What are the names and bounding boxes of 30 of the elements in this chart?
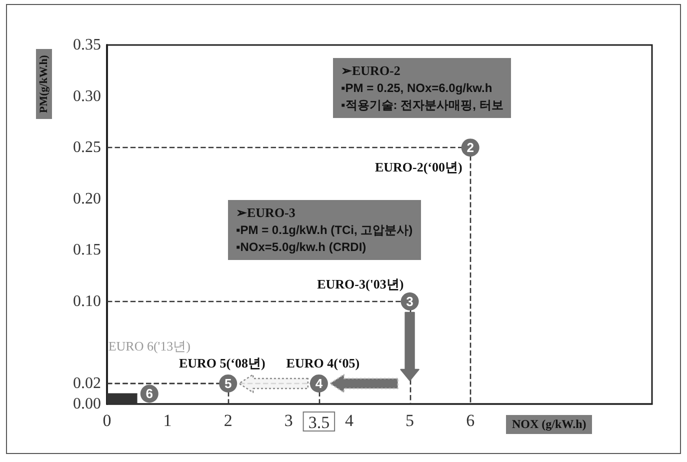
x-tick-label: 3 — [284, 411, 293, 430]
x-tick-label: 0 — [102, 411, 112, 430]
x-tick-label: 1 — [163, 411, 172, 430]
y-tick-label: 0.00 — [73, 396, 101, 412]
series-label: EURO-3('03년) — [317, 276, 404, 292]
y-tick-label: 0.35 — [73, 36, 101, 54]
x-tick-label: 5 — [406, 411, 414, 430]
y-tick-label: 0.15 — [73, 242, 101, 259]
series-label: EURO 5(‘08년) — [178, 355, 266, 370]
y-tick-label: 0.20 — [73, 190, 101, 208]
annotation: 5 — [224, 376, 232, 391]
y-tick-label: 0.25 — [73, 139, 101, 156]
y-tick-label: 0.02 — [73, 374, 101, 392]
series-label: EURO 4(‘05) — [286, 355, 360, 370]
annotation: 2 — [466, 140, 474, 156]
y-tick-label: 0.10 — [73, 292, 101, 310]
x-axis-title: NOX (g/kW.h) — [506, 415, 592, 434]
y-axis-title: PM(g/kW.h) — [36, 49, 52, 119]
text: EURO 6('13년) — [108, 338, 190, 354]
x-tick-label: 3.5 — [308, 413, 330, 432]
annotation: 3 — [406, 294, 414, 309]
x-tick-label: 6 — [466, 411, 475, 430]
series-label: EURO-2(‘00년) — [374, 160, 462, 175]
x-tick-label: 4 — [344, 411, 354, 430]
annotation: 4 — [315, 376, 324, 391]
annotation: ➢EURO-2 ▪PM = 0.25, NOx=6.0g/kw.h ▪적용기술: 전자분사매핑, 터보 — [341, 63, 504, 112]
x-tick-label: 2 — [224, 411, 232, 430]
annotation: ➢EURO-3 ▪PM = 0.1g/kW.h (TCi, 고압분사) ▪NOx=5.0g/kw.h (CRDI) — [236, 205, 413, 254]
annotation: 6 — [146, 386, 154, 402]
y-tick-label: 0.30 — [73, 88, 101, 105]
